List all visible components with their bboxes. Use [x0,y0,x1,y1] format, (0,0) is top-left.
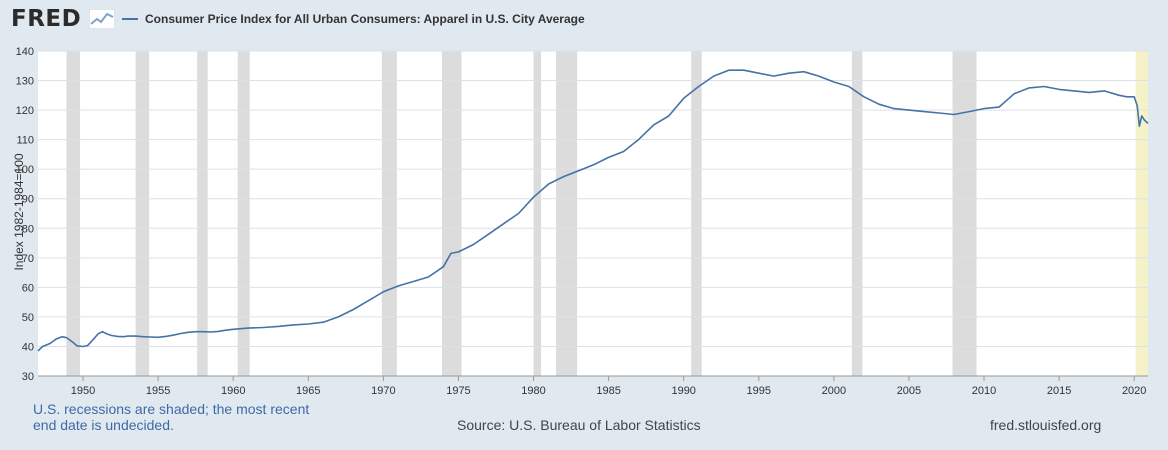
x-tick-label: 1950 [71,385,95,397]
recession-band [237,51,250,376]
recession-band [135,51,150,376]
legend-swatch [122,18,138,20]
y-tick-label: 80 [22,223,34,235]
fred-logo: FRED [11,6,82,32]
recession-band [556,51,578,376]
x-tick-label: 1970 [371,385,395,397]
x-tick-label: 2015 [1047,385,1071,397]
x-tick-label: 1995 [747,385,771,397]
legend-label: Consumer Price Index for All Urban Consu… [145,12,585,26]
x-tick-label: 1955 [146,385,170,397]
recession-band [533,51,542,376]
y-tick-label: 30 [22,371,34,383]
series-line [37,69,1149,352]
y-tick-label: 110 [16,135,34,147]
y-tick-label: 120 [16,105,34,117]
y-tick-label: 130 [16,76,34,88]
x-tick-label: 2000 [822,385,846,397]
recession-band [441,51,462,376]
x-tick-label: 2020 [1122,385,1146,397]
x-tick-label: 1960 [221,385,245,397]
source-credit: Source: U.S. Bureau of Labor Statistics [457,417,701,433]
recession-band [197,51,208,376]
recent-recession-band [1135,51,1148,376]
x-tick-label: 2005 [897,385,921,397]
chart-legend: Consumer Price Index for All Urban Consu… [122,12,585,26]
x-tick-label: 1965 [296,385,320,397]
recession-band [381,51,397,376]
x-tick-label: 1985 [596,385,620,397]
y-tick-label: 50 [22,312,34,324]
x-tick-label: 2010 [972,385,996,397]
y-tick-label: 60 [22,282,34,294]
recession-band [66,51,81,376]
line-chart-icon [89,9,115,29]
recession-note: U.S. recessions are shaded; the most rec… [33,401,310,433]
x-tick-label: 1990 [671,385,695,397]
y-tick-label: 100 [16,164,34,176]
recession-band [851,51,863,376]
recession-band [691,51,702,376]
recession-band [952,51,977,376]
x-tick-label: 1975 [446,385,470,397]
y-tick-label: 40 [22,341,34,353]
site-credit: fred.stlouisfed.org [990,417,1102,433]
y-tick-label: 90 [22,194,34,206]
y-tick-label: 70 [22,253,34,265]
y-tick-label: 140 [16,46,34,58]
x-tick-label: 1980 [521,385,545,397]
